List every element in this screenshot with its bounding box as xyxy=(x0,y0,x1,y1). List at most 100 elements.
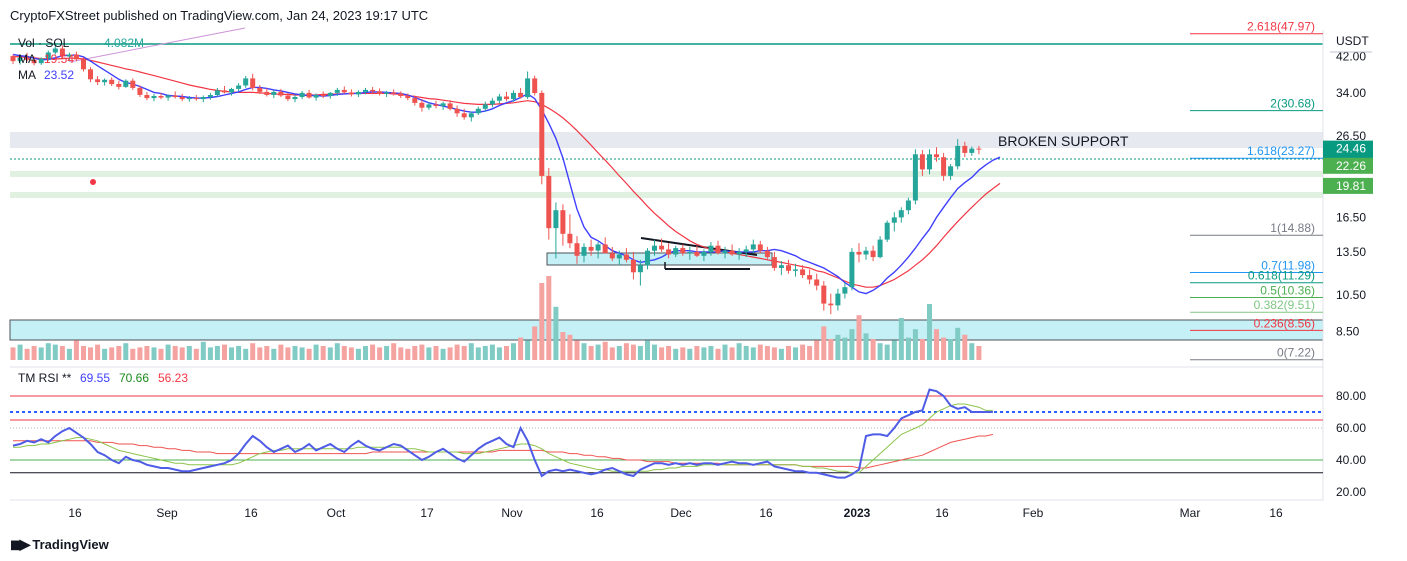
time-axis-tick: Feb xyxy=(1023,506,1044,520)
volume-bar xyxy=(525,340,531,360)
volume-bar xyxy=(919,339,925,360)
candle-body xyxy=(405,96,411,99)
volume-bar xyxy=(912,329,918,360)
volume-bar xyxy=(229,347,234,360)
rsi-legend-title: TM RSI ** xyxy=(18,371,72,385)
volume-bar xyxy=(468,343,474,360)
time-axis-tick: 2023 xyxy=(844,506,871,520)
candle-body xyxy=(66,54,72,57)
volume-bar xyxy=(623,343,629,360)
candle-body xyxy=(116,84,122,87)
candle-body xyxy=(567,233,573,244)
candle-body xyxy=(884,222,890,240)
rsi-pane xyxy=(10,388,1323,479)
candle-body xyxy=(630,259,636,273)
volume-bar xyxy=(52,344,58,360)
candle-body xyxy=(88,69,93,80)
volume-bar xyxy=(214,346,220,360)
candle-body xyxy=(496,96,502,101)
candle-body xyxy=(546,175,552,229)
volume-bar xyxy=(292,346,298,360)
fib-label: 1.618(23.27) xyxy=(1247,144,1315,158)
candle-body xyxy=(539,92,545,176)
volume-bar xyxy=(602,341,608,360)
tradingview-logo[interactable]: ◼▶ TradingView xyxy=(10,536,109,553)
candle-body xyxy=(750,244,756,250)
volume-bar xyxy=(877,343,883,360)
volume-bar xyxy=(581,343,587,360)
fib-label: 2(30.68) xyxy=(1270,97,1315,111)
candle-body xyxy=(278,91,284,96)
volume-bar xyxy=(285,347,291,360)
volume-bars xyxy=(10,276,982,360)
candle-body xyxy=(518,92,524,97)
candle-body xyxy=(130,80,136,88)
volume-bar xyxy=(193,348,199,360)
price-axis-tick: 42.00 xyxy=(1336,50,1366,64)
candle-body xyxy=(828,303,834,306)
volume-bar xyxy=(835,334,841,360)
time-axis-tick: 17 xyxy=(420,506,434,520)
volume-bar xyxy=(941,337,947,360)
volume-bar xyxy=(680,347,686,360)
candle-body xyxy=(348,92,354,95)
volume-bar xyxy=(419,344,425,360)
volume-bar xyxy=(236,346,242,360)
ma-slow-legend-value: 23.52 xyxy=(44,68,74,82)
fib-label: 0.7(11.98) xyxy=(1261,259,1315,273)
volume-bar xyxy=(574,340,580,360)
price-axis-tick: 16.50 xyxy=(1336,210,1366,224)
time-axis-tick: 16 xyxy=(935,506,949,520)
tradingview-logo-icon: ◼▶ xyxy=(10,536,30,552)
candle-body xyxy=(948,166,954,176)
broken-support-zone xyxy=(10,132,1323,148)
fib-label: 0.236(8.56) xyxy=(1254,316,1315,330)
candle-body xyxy=(468,113,474,118)
volume-bar xyxy=(673,348,679,360)
candle-body xyxy=(109,79,115,85)
candle-body xyxy=(151,96,157,99)
candle-body xyxy=(137,87,143,95)
volume-bar xyxy=(24,348,30,360)
volume-bar xyxy=(821,326,827,360)
volume-bar xyxy=(88,347,93,360)
volume-bar xyxy=(793,347,798,360)
volume-bar xyxy=(666,346,672,360)
candle-body xyxy=(645,250,650,266)
candle-body xyxy=(45,52,51,59)
candle-body xyxy=(574,243,580,256)
candle-body xyxy=(856,251,862,255)
volume-bar xyxy=(109,347,115,360)
volume-bar xyxy=(778,348,784,360)
volume-bar xyxy=(511,343,516,360)
price-legend: Vol · SOL 4.082M MA 19.54 MA 23.52 xyxy=(18,36,144,82)
candle-body xyxy=(186,98,192,100)
volume-bar xyxy=(532,326,538,360)
candle-body xyxy=(560,210,566,234)
volume-bar xyxy=(200,341,206,360)
candle-body xyxy=(433,104,439,106)
volume-bar xyxy=(870,339,876,360)
trend-line-faint xyxy=(69,27,246,63)
candle-body xyxy=(31,59,37,64)
time-axis-tick: Mar xyxy=(1180,506,1201,520)
chart-canvas[interactable]: 2.618(47.97) 2(30.68) 1.618(23.27) 1(14.88)… xyxy=(0,0,1407,530)
candle-body xyxy=(912,154,918,201)
candle-body xyxy=(95,79,101,83)
candle-body xyxy=(243,78,249,86)
volume-bar xyxy=(440,348,446,360)
volume-bar xyxy=(207,347,213,360)
volume-bar xyxy=(313,344,319,360)
price-tag-bg xyxy=(1323,157,1373,174)
volume-bar xyxy=(31,346,37,360)
candle-body xyxy=(285,95,291,100)
vol-legend-value: 4.082M xyxy=(104,36,144,50)
price-axis-tick: 10.50 xyxy=(1336,288,1366,302)
price-tag-value: 19.81 xyxy=(1336,179,1366,193)
volume-bar xyxy=(81,346,86,360)
volume-bar xyxy=(616,346,622,360)
candle-body xyxy=(398,93,404,96)
candle-body xyxy=(715,245,721,254)
candle-body xyxy=(440,103,446,107)
ma-fast-legend-value: 19.54 xyxy=(44,52,74,66)
